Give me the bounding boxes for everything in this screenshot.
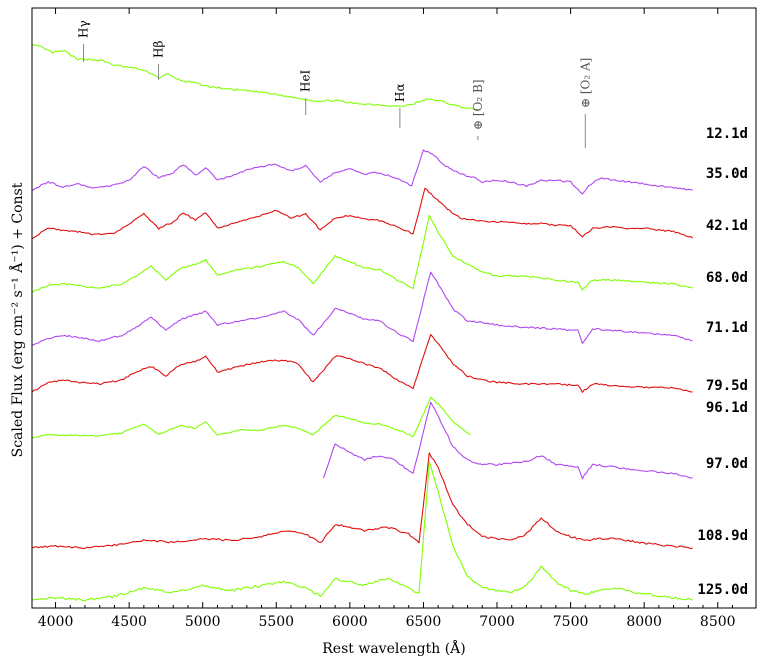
epoch-label: 12.1d [706,126,748,142]
epoch-label: 71.1d [706,320,748,336]
epoch-label: 35.0d [706,166,748,182]
x-tick-label: 8500 [700,614,736,630]
y-axis-label: Scaled Flux (erg cm⁻² s⁻¹ Å⁻¹) + Const [8,182,26,457]
epoch-label: 97.0d [706,456,748,472]
epoch-label: 96.1d [706,400,748,416]
x-tick-label: 4500 [111,614,147,630]
spectrum-125.0d [31,461,693,602]
epoch-label: 42.1d [706,218,748,234]
epoch-label: 79.5d [706,378,748,394]
spectrum-96.1d [31,396,471,439]
telluric-label: ⊕ [O₂ A] [578,58,592,108]
spectrum-71.1d [31,271,693,346]
line-id-label: Hβ [152,41,166,58]
spectrum-42.1d [31,187,694,240]
spectrum-35.0d [31,149,693,195]
spectrum-79.5d [31,334,693,393]
telluric-label: ⊕ [O₂ B] [471,79,485,130]
x-tick-label: 4000 [38,614,74,630]
x-tick-label: 5000 [185,614,221,630]
x-tick-label: 5500 [258,614,294,630]
line-identifications: Hγ Hβ HeI Hα ⊕ [O₂ B] ⊕ [O₂ A] [77,20,592,148]
x-tick-label: 6500 [406,614,442,630]
x-tick-label: 8000 [626,614,662,630]
epoch-label: 68.0d [706,270,748,286]
line-id-label: Hα [393,83,407,102]
spectrum-108.9d [31,452,693,550]
epoch-label: 125.0d [697,582,748,598]
spectra-series [31,44,694,602]
x-tick-label: 7000 [479,614,515,630]
spectrum-97.0d [322,401,693,480]
line-id-label: Hγ [77,20,91,38]
axis-ticks: 4000 4500 5000 5500 6000 6500 7000 7500 8000 8500 [38,8,736,630]
x-axis-label: Rest wavelength (Å) [322,639,465,657]
epoch-labels: 12.1d 35.0d 42.1d 68.0d 71.1d 79.5d 96.1d 97.0d… [697,126,748,598]
x-tick-label: 7500 [553,614,589,630]
epoch-label: 108.9d [697,528,748,544]
plot-frame [31,7,757,609]
spectrum-68.0d [31,214,693,293]
spectrum-12.1d [31,44,477,111]
line-id-label: HeI [299,69,313,92]
x-tick-label: 6000 [332,614,368,630]
